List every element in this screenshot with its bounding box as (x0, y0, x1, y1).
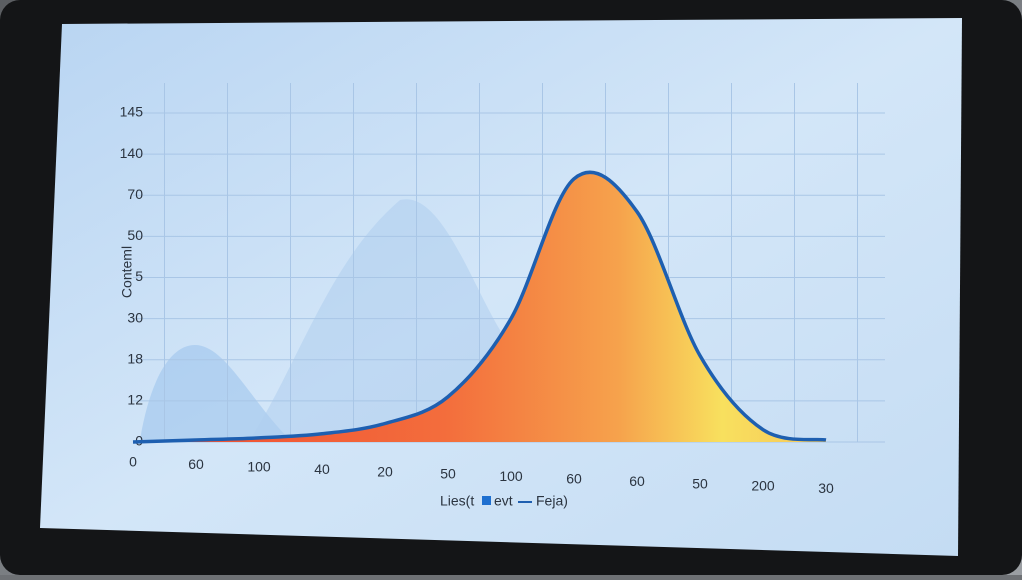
ghost-shape (140, 345, 290, 440)
x-tick-label: 30 (818, 480, 834, 496)
y-axis-label: Conteml (119, 246, 135, 298)
x-tick-label: 60 (566, 471, 582, 487)
x-tick-label: 20 (377, 463, 393, 479)
legend-title: Lies(t (440, 493, 474, 509)
y-tick-label: 12 (127, 392, 143, 408)
y-tick-label: 30 (127, 309, 143, 325)
x-tick-label: 60 (629, 473, 645, 489)
y-tick-label: 50 (127, 227, 143, 243)
x-tick-label: 100 (499, 468, 523, 484)
x-tick-label: 50 (692, 475, 708, 491)
y-tick-label: 70 (127, 186, 143, 202)
y-tick-label: 145 (120, 104, 144, 120)
x-tick-label: 40 (314, 461, 330, 477)
legend-swatch (482, 496, 491, 505)
x-tick-label: 100 (247, 459, 271, 475)
x-tick-label: 60 (188, 456, 204, 472)
line (132, 170, 827, 444)
area-fill (133, 172, 826, 442)
legend: Lies(t evt Feja) (440, 493, 568, 509)
y-tick-label: 5 (135, 268, 143, 284)
legend-item: Feja) (536, 493, 568, 509)
x-tick-label: 0 (129, 454, 137, 470)
y-tick-label: 140 (120, 145, 144, 161)
x-tick-label: 50 (440, 466, 456, 482)
y-tick-label: 18 (127, 350, 143, 366)
ghost-shape (250, 199, 500, 440)
x-tick-label: 200 (751, 478, 775, 494)
legend-item: evt (494, 493, 513, 509)
